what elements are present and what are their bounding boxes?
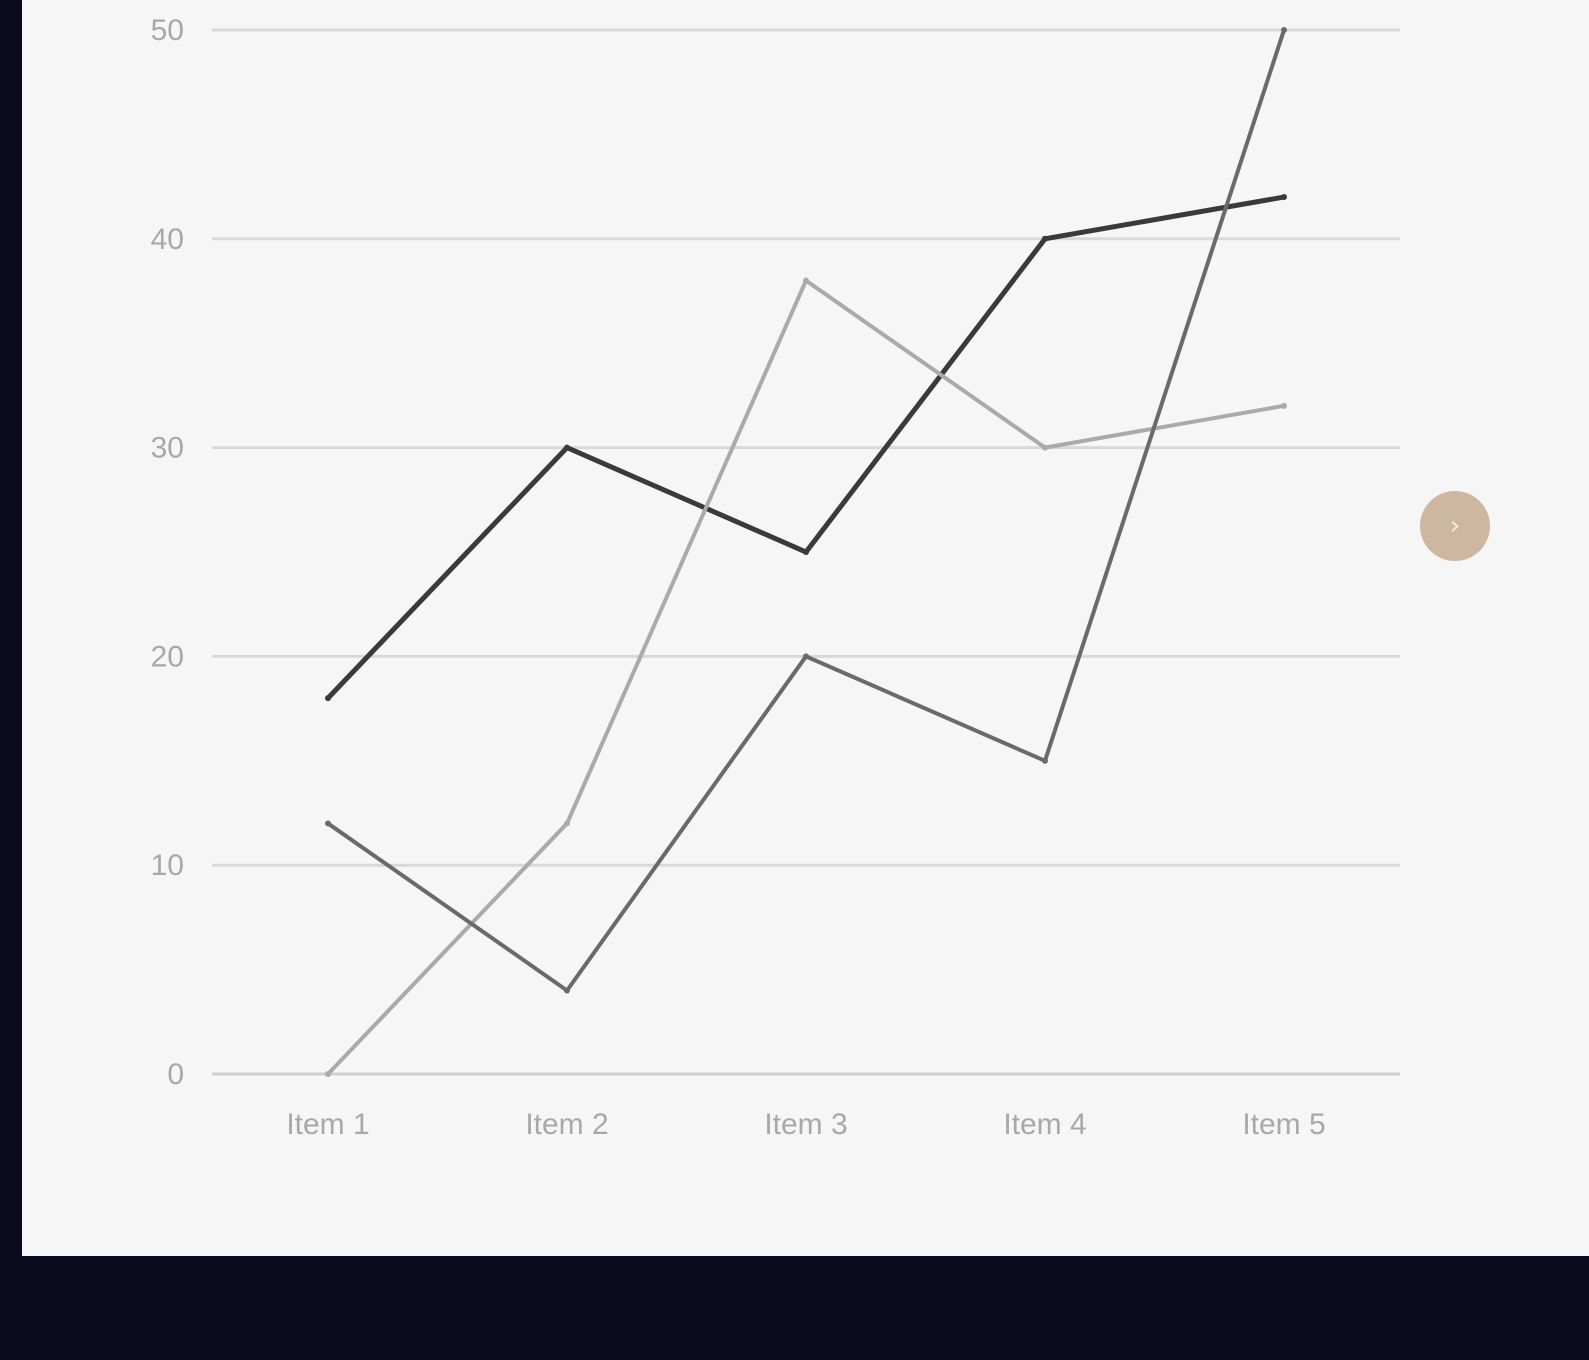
chevron-right-icon: ›: [1450, 513, 1460, 539]
series-1-point: [803, 549, 809, 555]
series-3-point: [1281, 27, 1287, 33]
x-tick-label: Item 2: [525, 1108, 608, 1141]
series-2-point: [1281, 403, 1287, 409]
x-tick-label: Item 4: [1003, 1108, 1086, 1141]
line-chart: 0 10 20 30 40 50 Item 1 Item 2 Item 3 Item 4 Item …: [22, 0, 1589, 1256]
series-2-point: [803, 278, 809, 284]
series-1-point: [1042, 236, 1048, 242]
footer-strip: [0, 1256, 1589, 1360]
next-arrow-button[interactable]: ›: [1420, 491, 1490, 561]
y-tick-label: 20: [151, 640, 184, 673]
series-1-point: [564, 445, 570, 451]
series-1-point: [1281, 194, 1287, 200]
series-2-point: [325, 1071, 331, 1077]
series-line-3: [328, 30, 1284, 990]
y-tick-label: 30: [151, 432, 184, 465]
series-2-point: [1042, 445, 1048, 451]
x-tick-label: Item 3: [764, 1108, 847, 1141]
y-tick-label: 50: [151, 14, 184, 47]
y-tick-label: 40: [151, 223, 184, 256]
series-3-point: [325, 820, 331, 826]
x-tick-label: Item 5: [1242, 1108, 1325, 1141]
x-tick-label: Item 1: [286, 1108, 369, 1141]
series-3-point: [803, 653, 809, 659]
series-1-point: [325, 695, 331, 701]
y-tick-label: 0: [167, 1058, 184, 1091]
chart-card: 0 10 20 30 40 50 Item 1 Item 2 Item 3 Item 4 Item …: [22, 0, 1589, 1256]
y-tick-label: 10: [151, 849, 184, 882]
series-3-point: [1042, 758, 1048, 764]
series-2-point: [564, 820, 570, 826]
series-line-2: [328, 281, 1284, 1074]
series-3-point: [564, 987, 570, 993]
